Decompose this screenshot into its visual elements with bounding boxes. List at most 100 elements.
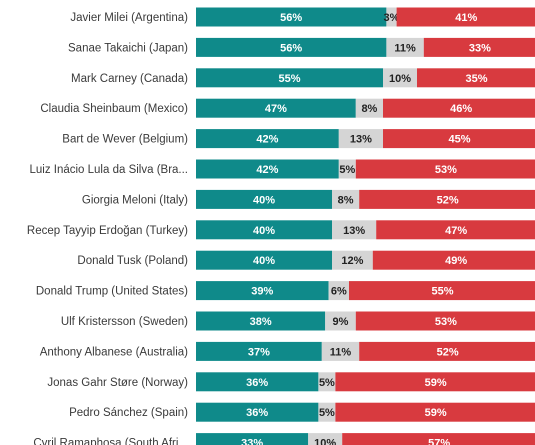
data-label: 41%	[455, 12, 477, 24]
data-label: 45%	[448, 134, 470, 146]
bar-segment	[396, 7, 535, 27]
data-label: 36%	[246, 377, 268, 389]
data-label: 5%	[319, 377, 335, 389]
data-label: 11%	[330, 346, 352, 358]
bar-segment	[308, 433, 343, 445]
bar-segment	[196, 98, 356, 118]
category-label: Cyril Ramaphosa (South Afri...	[33, 438, 188, 445]
category-label: Javier Milei (Argentina)	[70, 12, 188, 24]
bar-segment	[196, 281, 329, 301]
bar-segment	[335, 372, 535, 392]
bar-segment	[349, 281, 535, 301]
bar-segment	[386, 37, 424, 57]
data-label: 13%	[350, 134, 372, 146]
data-label: 12%	[341, 255, 363, 267]
data-label: 56%	[280, 12, 302, 24]
data-label: 40%	[253, 194, 275, 206]
bar-segment	[372, 250, 535, 270]
data-label: 3%	[384, 12, 400, 24]
category-label: Donald Tusk (Poland)	[77, 255, 188, 267]
data-label: 40%	[253, 225, 275, 237]
category-label: Giorgia Meloni (Italy)	[82, 194, 188, 206]
bar-segment	[383, 129, 535, 149]
category-label: Donald Trump (United States)	[36, 286, 188, 298]
data-label: 52%	[437, 194, 459, 206]
data-label: 38%	[250, 316, 272, 328]
category-label: Anthony Albanese (Australia)	[40, 346, 188, 358]
bar-segment	[196, 433, 309, 445]
bar-segment	[196, 341, 322, 361]
bar-segment	[383, 98, 535, 118]
data-label: 35%	[465, 73, 487, 85]
bar-segment	[355, 311, 535, 331]
bar-segment	[196, 220, 332, 240]
bar-segment	[196, 37, 387, 57]
data-label: 13%	[343, 225, 365, 237]
data-label: 33%	[469, 42, 491, 54]
data-label: 52%	[437, 346, 459, 358]
bar-segment	[196, 68, 383, 88]
bar-segment	[196, 311, 326, 331]
category-label: Luiz Inácio Lula da Silva (Bra...	[29, 164, 188, 176]
data-label: 49%	[445, 255, 467, 267]
bar-segment	[196, 372, 319, 392]
data-label: 42%	[256, 134, 278, 146]
category-label: Recep Tayyip Erdoğan (Turkey)	[27, 225, 188, 237]
data-label: 5%	[319, 407, 335, 419]
data-label: 8%	[338, 194, 354, 206]
data-label: 55%	[278, 73, 300, 85]
bar-segment	[359, 341, 535, 361]
data-label: 47%	[445, 225, 467, 237]
data-label: 36%	[246, 407, 268, 419]
bar-segment	[332, 220, 377, 240]
bar-segment	[383, 68, 417, 88]
data-label: 59%	[425, 407, 447, 419]
data-label: 9%	[333, 316, 349, 328]
bar-segment	[386, 7, 397, 27]
data-label: 59%	[425, 377, 447, 389]
data-label: 10%	[314, 438, 336, 445]
bar-segment	[342, 433, 535, 445]
data-label: 8%	[361, 103, 377, 115]
bar-segment	[335, 402, 535, 422]
bar-segment	[423, 37, 535, 57]
data-label: 6%	[331, 286, 347, 298]
bar-segment	[332, 189, 360, 209]
category-label: Ulf Kristersson (Sweden)	[61, 316, 188, 328]
data-label: 42%	[256, 164, 278, 176]
category-label: Bart de Wever (Belgium)	[62, 134, 188, 146]
data-label: 55%	[431, 286, 453, 298]
bar-segment	[196, 402, 319, 422]
data-label: 56%	[280, 42, 302, 54]
bar-segment	[355, 98, 383, 118]
data-label: 39%	[251, 286, 273, 298]
bar-segment	[355, 159, 535, 179]
data-label: 40%	[253, 255, 275, 267]
category-label: Claudia Sheinbaum (Mexico)	[40, 103, 188, 115]
category-label: Mark Carney (Canada)	[71, 73, 188, 85]
category-label: Pedro Sánchez (Spain)	[69, 407, 188, 419]
bar-segment	[321, 341, 360, 361]
bar-segment	[376, 220, 535, 240]
data-label: 37%	[248, 346, 270, 358]
data-label: 11%	[394, 42, 416, 54]
bar-segment	[318, 402, 336, 422]
data-label: 47%	[265, 103, 287, 115]
data-label: 53%	[435, 164, 457, 176]
bar-segment	[417, 68, 535, 88]
data-label: 5%	[339, 164, 355, 176]
bar-segment	[196, 129, 339, 149]
data-label: 46%	[450, 103, 472, 115]
category-label: Jonas Gahr Støre (Norway)	[47, 377, 188, 389]
data-label: 33%	[241, 438, 263, 445]
bar-segment	[338, 129, 383, 149]
bar-segment	[196, 159, 339, 179]
bar-segment	[359, 189, 535, 209]
bar-segment	[338, 159, 356, 179]
bar-segment	[318, 372, 336, 392]
bar-segment	[332, 250, 373, 270]
bar-segment	[196, 189, 332, 209]
data-label: 53%	[435, 316, 457, 328]
bar-segment	[325, 311, 356, 331]
